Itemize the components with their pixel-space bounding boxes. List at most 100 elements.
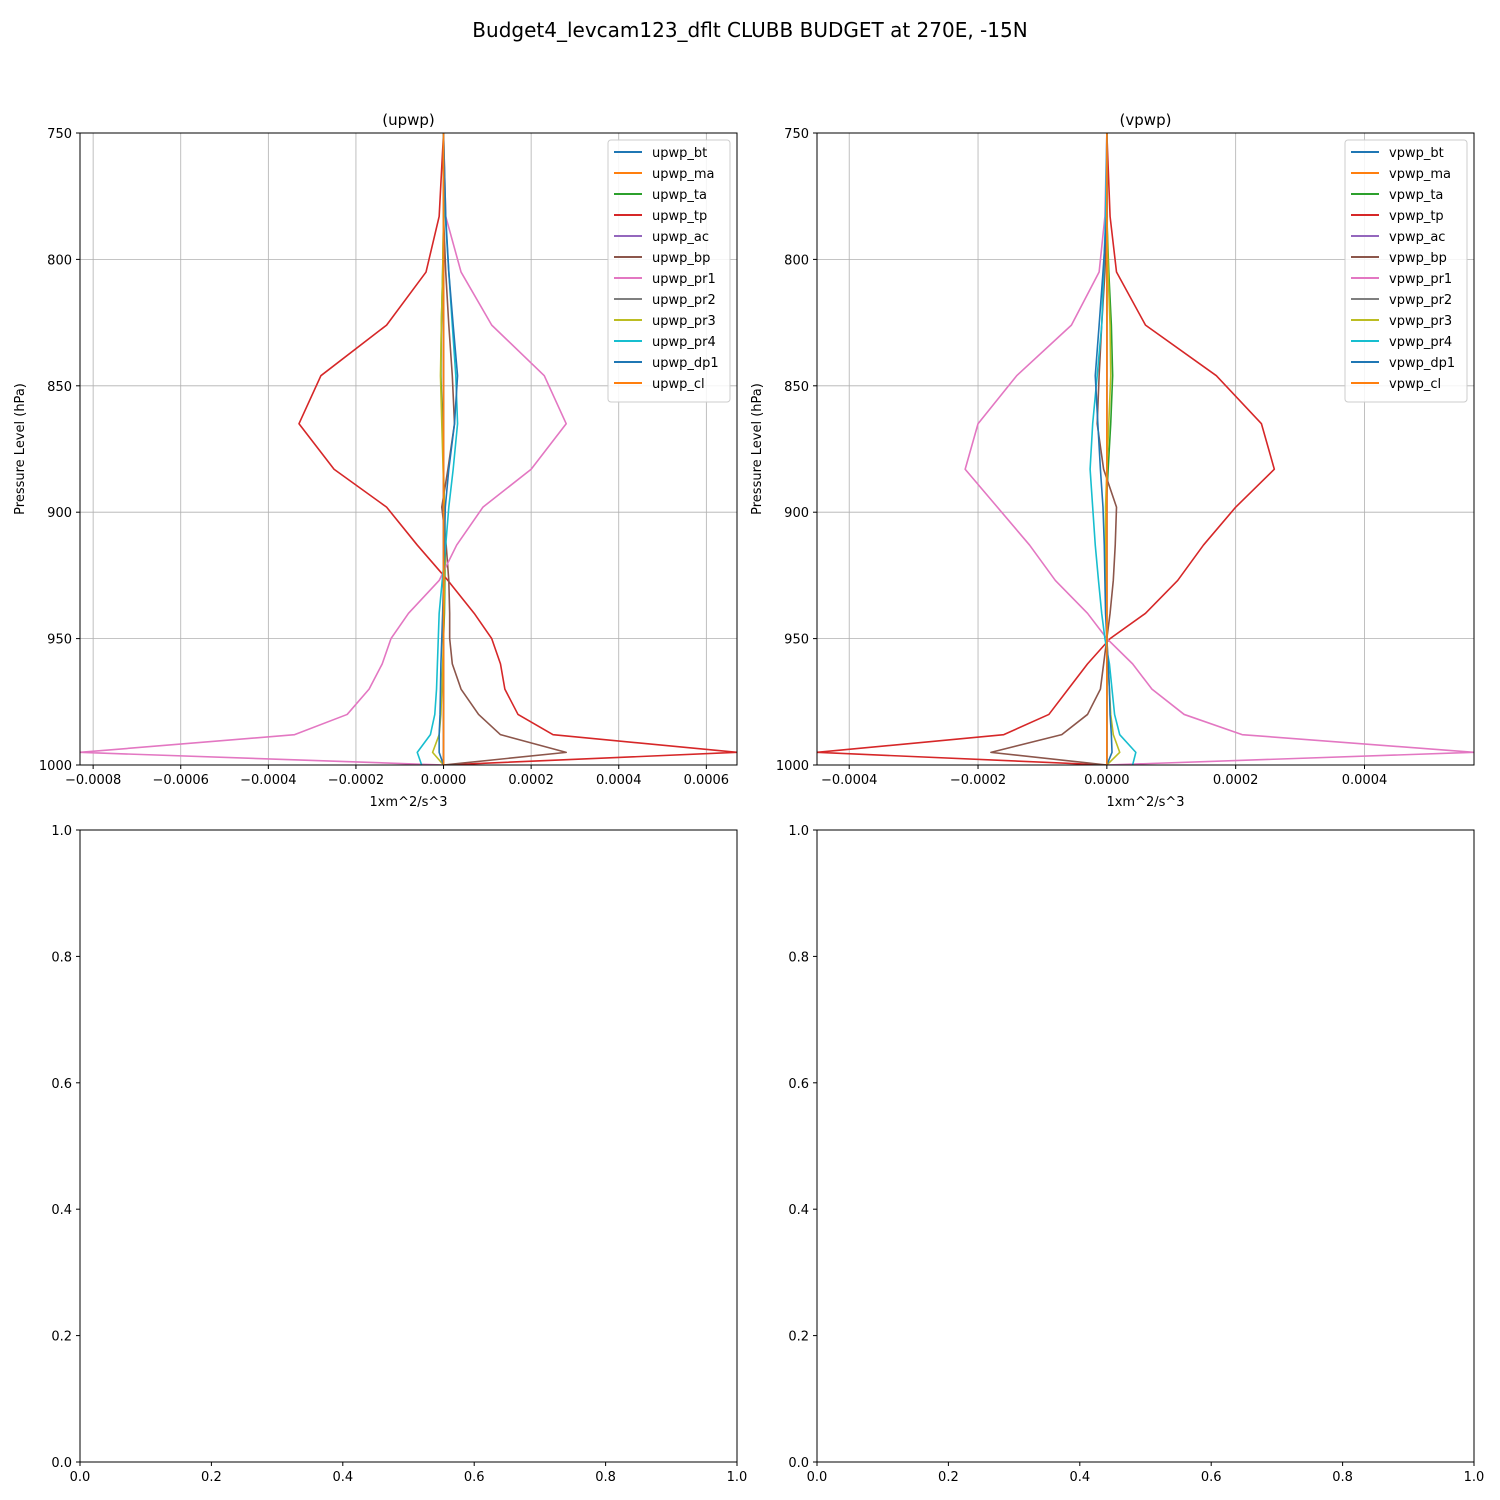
legend: vpwp_bt vpwp_ma vpwp_ta vpwp_tp vpwp_ac vpwp_…	[1344, 139, 1468, 403]
legend-label-vpwp_dp1: vpwp_dp1	[1389, 356, 1455, 371]
x-tick-label: 0.8	[1332, 1470, 1353, 1485]
legend-label-upwp_ta: upwp_ta	[652, 188, 707, 203]
legend-label-upwp_pr3: upwp_pr3	[652, 314, 716, 329]
legend-label-upwp_ma: upwp_ma	[652, 167, 715, 182]
axes-frame	[816, 829, 1475, 1463]
legend-label-upwp_pr4: upwp_pr4	[652, 335, 716, 350]
legend-box	[1344, 139, 1468, 403]
y-tick-label: 900	[784, 506, 809, 521]
y-tick-label: 900	[47, 506, 72, 521]
x-tick-label: −0.0002	[328, 773, 384, 788]
series-line-vpwp_pr1	[964, 133, 1474, 765]
y-tick-label: 950	[784, 633, 809, 648]
axes-2: −0.0004 −0.0002 0.0000 0.0002 0.0004 750 800 85…	[750, 111, 1475, 810]
y-tick-label: 0.0	[788, 1456, 809, 1471]
y-tick-label: 0.2	[51, 1330, 72, 1345]
legend: upwp_bt upwp_ma upwp_ta upwp_tp upwp_ac upwp_…	[607, 139, 731, 403]
series-line-vpwp_pr3	[1104, 133, 1121, 765]
legend-label-vpwp_tp: vpwp_tp	[1389, 209, 1444, 224]
axes-1: −0.0008 −0.0006 −0.0004 −0.0002 0.0000 0.0002…	[13, 111, 738, 810]
legend-label-vpwp_pr4: vpwp_pr4	[1389, 335, 1452, 350]
axes-title: (upwp)	[382, 111, 435, 129]
x-tick-label: 0.4	[1069, 1470, 1090, 1485]
legend-box	[607, 139, 731, 403]
legend-label-vpwp_cl: vpwp_cl	[1389, 377, 1441, 392]
x-axis-label: 1xm^2/s^3	[369, 795, 447, 810]
y-tick-label: 0.2	[788, 1330, 809, 1345]
y-tick-label: 1000	[39, 759, 72, 774]
x-tick-label: −0.0004	[240, 773, 296, 788]
x-tick-label: 1.0	[727, 1470, 748, 1485]
x-tick-label: 0.4	[332, 1470, 353, 1485]
y-tick-label: 950	[47, 633, 72, 648]
x-tick-label: 0.0000	[1084, 773, 1130, 788]
x-tick-label: −0.0006	[153, 773, 209, 788]
series-line-upwp_pr1	[80, 133, 567, 765]
y-tick-label: 0.0	[51, 1456, 72, 1471]
series-group	[817, 133, 1474, 765]
x-tick-label: 0.0	[807, 1470, 828, 1485]
x-tick-label: 0.0	[70, 1470, 91, 1485]
legend-label-vpwp_bp: vpwp_bp	[1389, 251, 1447, 266]
y-tick-label: 800	[784, 253, 809, 268]
legend-label-vpwp_bt: vpwp_bt	[1389, 146, 1444, 161]
x-tick-label: 0.0000	[421, 773, 467, 788]
legend-label-vpwp_pr1: vpwp_pr1	[1389, 272, 1452, 287]
y-tick-label: 1000	[776, 759, 809, 774]
legend-label-upwp_pr2: upwp_pr2	[652, 293, 716, 308]
legend-label-upwp_pr1: upwp_pr1	[652, 272, 716, 287]
y-tick-label: 850	[47, 380, 72, 395]
x-tick-label: 1.0	[1464, 1470, 1485, 1485]
legend-label-vpwp_pr3: vpwp_pr3	[1389, 314, 1452, 329]
x-tick-label: 0.2	[201, 1470, 222, 1485]
axes-frame	[79, 132, 738, 766]
axes-frame	[79, 829, 738, 1463]
x-tick-label: −0.0002	[950, 773, 1006, 788]
series-line-upwp_tp	[298, 133, 737, 765]
legend-label-upwp_ac: upwp_ac	[652, 230, 709, 245]
x-tick-label: 0.6	[464, 1470, 485, 1485]
legend-label-upwp_bt: upwp_bt	[652, 146, 707, 161]
legend-label-upwp_cl: upwp_cl	[652, 377, 705, 392]
y-axis-label: Pressure Level (hPa)	[13, 383, 28, 515]
y-tick-label: 750	[47, 127, 72, 142]
y-tick-label: 850	[784, 380, 809, 395]
x-tick-label: 0.0004	[596, 773, 642, 788]
axes-4: 0.0 0.2 0.4 0.6 0.8 1.0 0.0 0.2 0.4 0.6 0.8 1.0	[788, 824, 1484, 1485]
y-tick-label: 0.8	[788, 950, 809, 965]
axes-title: (vpwp)	[1120, 111, 1172, 129]
legend-label-vpwp_ta: vpwp_ta	[1389, 188, 1443, 203]
legend-label-vpwp_ac: vpwp_ac	[1389, 230, 1445, 245]
x-tick-label: 0.6	[1201, 1470, 1222, 1485]
y-tick-label: 0.6	[788, 1077, 809, 1092]
axes-3: 0.0 0.2 0.4 0.6 0.8 1.0 0.0 0.2 0.4 0.6 0.8 1.0	[51, 824, 747, 1485]
x-tick-label: 0.2	[938, 1470, 959, 1485]
y-tick-label: 0.4	[788, 1203, 809, 1218]
y-tick-label: 0.8	[51, 950, 72, 965]
legend-label-vpwp_ma: vpwp_ma	[1389, 167, 1451, 182]
series-line-vpwp_dp1	[1094, 133, 1113, 765]
x-tick-label: −0.0008	[65, 773, 121, 788]
axes-frame	[816, 132, 1475, 766]
figure-suptitle: Budget4_levcam123_dflt CLUBB BUDGET at 2…	[472, 18, 1027, 42]
x-tick-label: 0.8	[595, 1470, 616, 1485]
y-tick-label: 1.0	[788, 824, 809, 839]
y-tick-label: 0.4	[51, 1203, 72, 1218]
y-axis-label: Pressure Level (hPa)	[750, 383, 765, 515]
series-group	[80, 133, 737, 765]
legend-label-upwp_dp1: upwp_dp1	[652, 356, 719, 371]
x-axis-label: 1xm^2/s^3	[1106, 795, 1184, 810]
y-tick-label: 0.6	[51, 1077, 72, 1092]
x-tick-label: −0.0004	[821, 773, 877, 788]
axes-layer: −0.0008 −0.0006 −0.0004 −0.0002 0.0000 0.0002…	[13, 111, 1484, 1485]
series-line-vpwp_tp	[817, 133, 1276, 765]
x-tick-label: 0.0006	[684, 773, 730, 788]
y-tick-label: 750	[784, 127, 809, 142]
y-tick-label: 800	[47, 253, 72, 268]
legend-label-vpwp_pr2: vpwp_pr2	[1389, 293, 1452, 308]
x-tick-label: 0.0004	[1342, 773, 1388, 788]
x-tick-label: 0.0002	[508, 773, 554, 788]
legend-label-upwp_bp: upwp_bp	[652, 251, 710, 266]
